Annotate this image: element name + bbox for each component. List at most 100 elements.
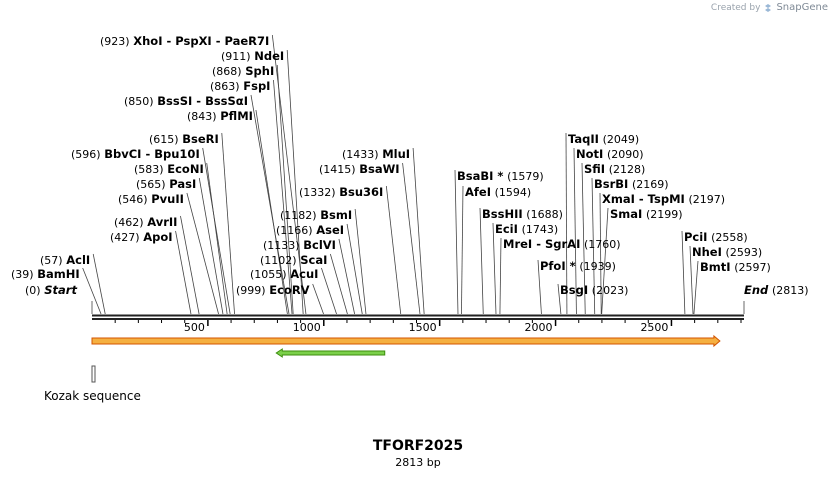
enzyme-name: ApoI (143, 230, 172, 244)
enzyme-name: AcuI (290, 267, 318, 281)
enzyme-site[interactable]: (863) FspI (210, 79, 270, 93)
enzyme-name: BseRI (182, 132, 219, 146)
enzyme-star: * (493, 169, 503, 183)
enzyme-site[interactable]: (1433) MluI (342, 147, 410, 161)
site-leader-line (681, 230, 686, 315)
enzyme-name: BsaBI (457, 169, 493, 183)
site-leader-line (82, 267, 102, 315)
site-leader-line (276, 64, 294, 315)
feature-label-kozak: Kozak sequence (44, 389, 141, 403)
site-leader-line (557, 283, 562, 315)
enzyme-site[interactable]: XmaI - TspMI (2197) (602, 192, 725, 206)
enzyme-position: (1055) (250, 268, 287, 281)
enzyme-site[interactable]: BsgI (2023) (560, 283, 628, 297)
enzyme-name: BssHII (482, 207, 523, 221)
enzyme-site[interactable]: SfiI (2128) (584, 162, 645, 176)
enzyme-site[interactable]: (596) BbvCI - Bpu10I (71, 147, 200, 161)
enzyme-site[interactable]: EciI (1743) (495, 222, 558, 236)
enzyme-site[interactable]: (843) PflMI (187, 109, 253, 123)
enzyme-label: (583) EcoNI (134, 162, 204, 176)
enzyme-site[interactable]: BsaBI * (1579) (457, 169, 544, 183)
enzyme-site[interactable]: (546) PvuII (118, 192, 184, 206)
enzyme-site[interactable]: (583) EcoNI (134, 162, 204, 176)
site-leader-line (412, 147, 425, 315)
enzyme-label: (57) AclI (40, 253, 90, 267)
enzyme-site[interactable]: (868) SphI (212, 64, 274, 78)
enzyme-site[interactable]: (57) AclI (40, 253, 90, 267)
enzyme-name: MluI (382, 147, 410, 161)
enzyme-position: (2813) (772, 284, 809, 297)
enzyme-label: TaqII (2049) (568, 132, 639, 146)
enzyme-separator: - (532, 237, 545, 251)
enzyme-site[interactable]: End (2813) (744, 283, 809, 297)
enzyme-label: (1332) Bsu36I (299, 185, 383, 199)
enzyme-name: BssSI (157, 94, 192, 108)
enzyme-name: NotI (576, 147, 603, 161)
enzyme-name: BmtI (700, 260, 731, 274)
enzyme-site[interactable]: (39) BamHI (11, 267, 80, 281)
enzyme-label: XmaI - TspMI (2197) (602, 192, 725, 206)
enzyme-label: BmtI (2597) (700, 260, 771, 274)
enzyme-label: (850) BssSI - BssSαI (124, 94, 248, 108)
enzyme-name: TaqII (568, 132, 599, 146)
enzyme-position: (2593) (726, 246, 763, 259)
enzyme-site[interactable]: (923) XhoI - PspXI - PaeR7I (100, 34, 269, 48)
enzyme-name: BsaWI (359, 162, 399, 176)
enzyme-label: MreI - SgrAI (1760) (503, 237, 621, 251)
enzyme-site[interactable]: (1102) ScaI (260, 253, 327, 267)
enzyme-site[interactable]: BssHII (1688) (482, 207, 563, 221)
enzyme-position: (1939) (579, 260, 616, 273)
enzyme-site[interactable]: (427) ApoI (110, 230, 173, 244)
ruler-tick-label: 2000 (525, 321, 553, 334)
enzyme-label: (546) PvuII (118, 192, 184, 206)
enzyme-label: BsrBI (2169) (594, 177, 669, 191)
enzyme-name: AfeI (465, 185, 491, 199)
enzyme-site[interactable]: (615) BseRI (149, 132, 219, 146)
site-leader-line (198, 177, 224, 315)
enzyme-name: BsgI (560, 283, 588, 297)
enzyme-site[interactable]: (850) BssSI - BssSαI (124, 94, 248, 108)
enzyme-site[interactable]: PfoI * (1939) (540, 259, 616, 273)
enzyme-name: Bpu10I (154, 147, 199, 161)
enzyme-name: SfiI (584, 162, 605, 176)
enzyme-position: (999) (236, 284, 266, 297)
enzyme-site[interactable]: MreI - SgrAI (1760) (503, 237, 621, 251)
enzyme-site[interactable]: (0) Start (25, 283, 77, 297)
enzyme-site[interactable]: (1166) AseI (276, 223, 344, 237)
enzyme-site[interactable]: (1133) BclVI (263, 238, 336, 252)
enzyme-site[interactable]: (1182) BsmI (280, 208, 352, 222)
feature-arrow-forward[interactable] (91, 334, 721, 348)
enzyme-name: PfoI (540, 259, 566, 273)
feature-kozak-box[interactable] (91, 365, 96, 383)
enzyme-position: (546) (118, 193, 148, 206)
enzyme-site[interactable]: (565) PasI (136, 177, 196, 191)
feature-arrow-reverse[interactable] (275, 348, 386, 358)
position-ruler: 500 1000 1500 2000 2500 (114, 320, 742, 334)
enzyme-site[interactable]: BsrBI (2169) (594, 177, 669, 191)
enzyme-position: (427) (110, 231, 140, 244)
site-leader-line (180, 215, 200, 315)
enzyme-site[interactable]: AfeI (1594) (465, 185, 531, 199)
enzyme-position: (1760) (584, 238, 621, 251)
enzyme-label: (863) FspI (210, 79, 270, 93)
enzyme-site[interactable]: BmtI (2597) (700, 260, 771, 274)
enzyme-site[interactable]: PciI (2558) (684, 230, 748, 244)
enzyme-label: (1415) BsaWI (319, 162, 400, 176)
enzyme-site[interactable]: (1415) BsaWI (319, 162, 400, 176)
enzyme-site[interactable]: NheI (2593) (692, 245, 762, 259)
enzyme-site[interactable]: (1055) AcuI (250, 267, 318, 281)
enzyme-position: (1688) (526, 208, 563, 221)
site-leader-line (346, 223, 363, 315)
enzyme-site[interactable]: NotI (2090) (576, 147, 644, 161)
enzyme-position: (2558) (711, 231, 748, 244)
enzyme-label: End (2813) (744, 283, 809, 297)
enzyme-site[interactable]: (1332) Bsu36I (299, 185, 383, 199)
enzyme-site[interactable]: (911) NdeI (221, 49, 284, 63)
enzyme-position: (1433) (342, 148, 379, 161)
enzyme-site[interactable]: SmaI (2199) (610, 207, 683, 221)
enzyme-site[interactable]: (999) EcoRV (236, 283, 310, 297)
credit-brand: SnapGene (776, 2, 828, 13)
enzyme-site[interactable]: (462) AvrII (114, 215, 177, 229)
enzyme-site[interactable]: TaqII (2049) (568, 132, 639, 146)
